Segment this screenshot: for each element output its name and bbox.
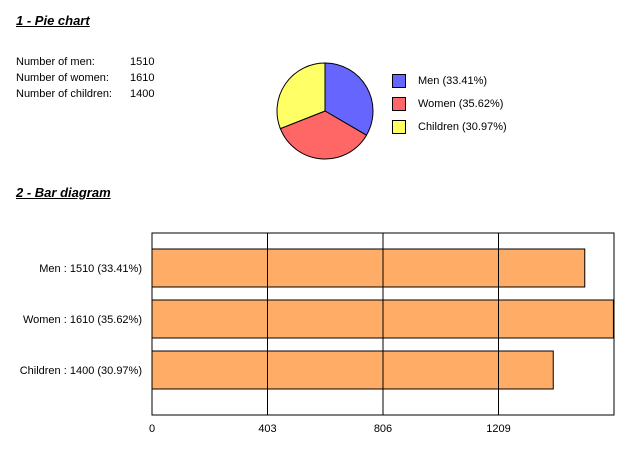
bar-category-label: Women : 1610 (35.62%) (23, 314, 142, 326)
pie-legend: Men (33.41%) Women (35.62%) Children (30… (392, 73, 507, 142)
bar-category-label: Men : 1510 (33.41%) (39, 263, 142, 275)
stat-label: Number of children: (16, 88, 112, 100)
bar-category-label: Children : 1400 (30.97%) (20, 365, 142, 377)
legend-item-men: Men (33.41%) (392, 73, 507, 89)
pie-chart-section-title: 1 - Pie chart (16, 13, 90, 28)
x-tick-label: 403 (258, 423, 276, 435)
stat-row-men: Number of men: 1510 (16, 56, 154, 72)
stat-value: 1610 (130, 72, 155, 84)
pie-chart (276, 62, 374, 160)
population-stats: Number of men: 1510 Number of women: 161… (16, 56, 154, 104)
bar (151, 248, 586, 288)
legend-label: Children (30.97%) (418, 121, 507, 133)
x-tick-label: 806 (374, 423, 392, 435)
legend-label: Men (33.41%) (418, 75, 488, 87)
x-tick-label: 0 (149, 423, 155, 435)
stat-row-children: Number of children: 1400 (16, 88, 154, 104)
pie-slice-children (276, 62, 326, 130)
stat-label: Number of women: (16, 72, 109, 84)
legend-swatch (392, 120, 406, 134)
legend-item-women: Women (35.62%) (392, 96, 507, 112)
stat-label: Number of men: (16, 56, 95, 68)
pie-slice-men (324, 62, 374, 136)
stat-value: 1510 (130, 56, 155, 68)
x-tick-label: 1209 (486, 423, 510, 435)
bar (151, 350, 554, 390)
bar-diagram-section-title: 2 - Bar diagram (16, 185, 111, 200)
stat-value: 1400 (130, 88, 155, 100)
bar-chart: Men : 1510 (33.41%) Women : 1610 (35.62%)… (20, 232, 615, 435)
legend-swatch (392, 74, 406, 88)
stat-row-women: Number of women: 1610 (16, 72, 154, 88)
pie-slice-women (279, 110, 368, 160)
legend-swatch (392, 97, 406, 111)
legend-item-children: Children (30.97%) (392, 119, 507, 135)
legend-label: Women (35.62%) (418, 98, 504, 110)
